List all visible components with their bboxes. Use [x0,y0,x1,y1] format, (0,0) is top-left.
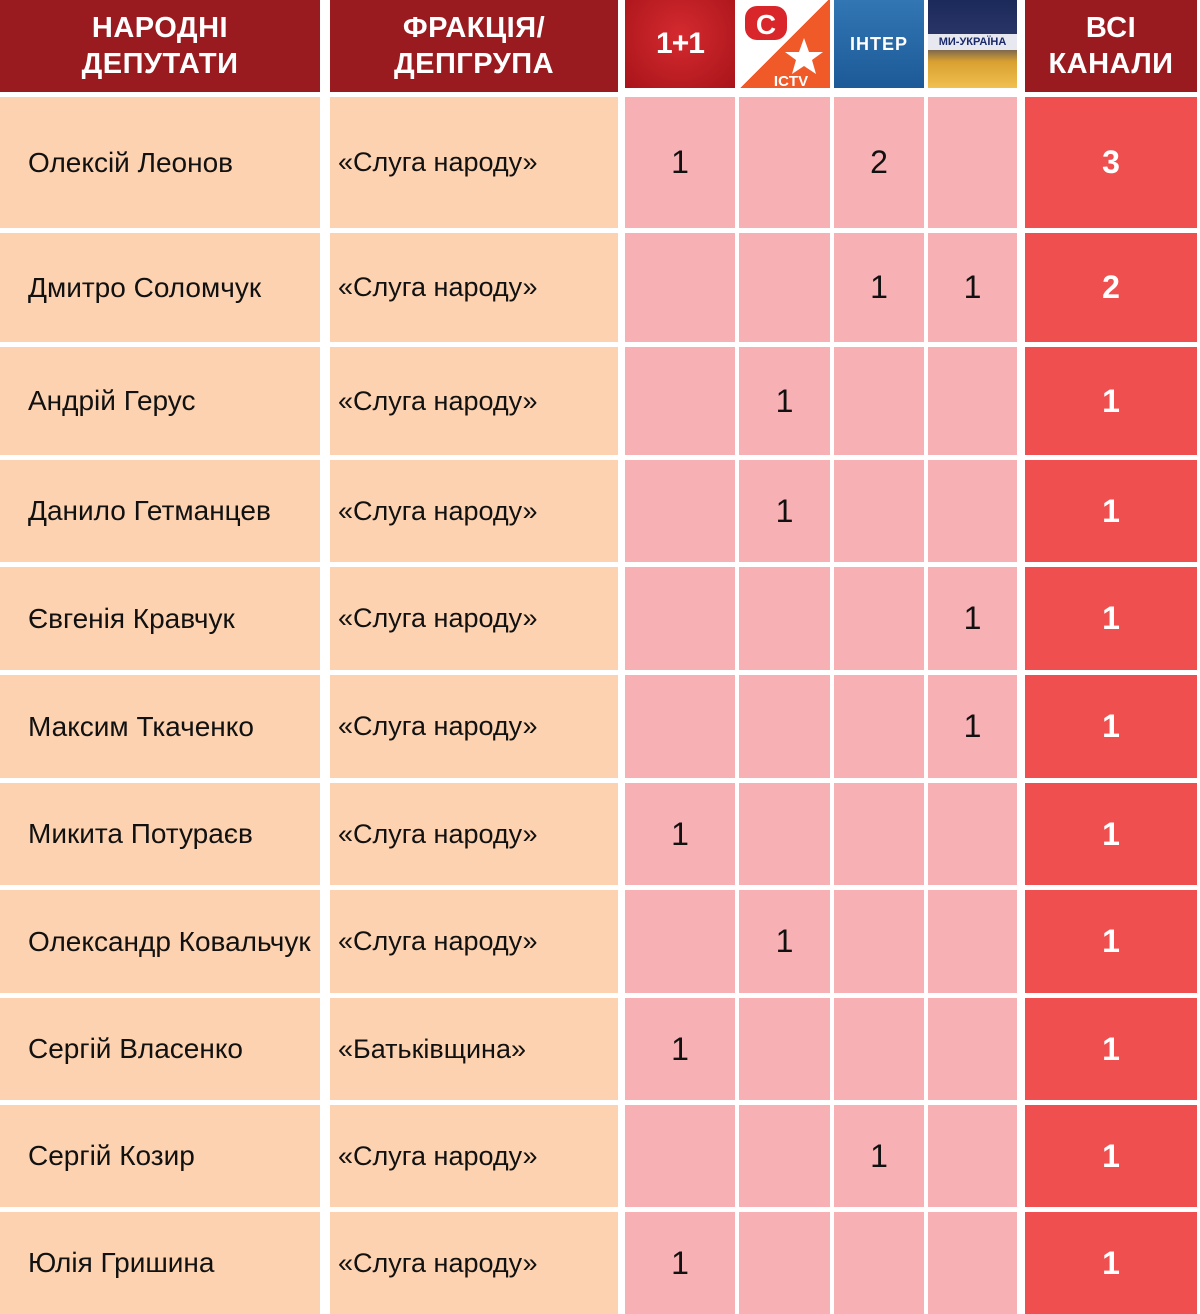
channel-count: 1 [625,783,735,885]
deputy-name: Олександр Ковальчук [0,890,320,993]
channel-count [625,347,735,455]
channel-count: 2 [834,97,924,228]
channel-count [834,347,924,455]
channel-name: 1+1 [656,27,705,60]
deputy-faction: «Слуга народу» [330,1212,618,1314]
deputy-name: Дмитро Соломчук [0,233,320,342]
deputy-name: Сергій Власенко [0,998,320,1100]
channel-count [739,567,830,670]
channel-count [625,567,735,670]
channel-count [834,783,924,885]
header-faction: ФРАКЦІЯ/ ДЕПГРУПА [330,0,618,92]
channel-count [928,783,1017,885]
channel-count [928,890,1017,993]
channel-count [625,460,735,562]
channel-count: 1 [834,1105,924,1207]
channel-count [739,998,830,1100]
channel-count [625,233,735,342]
channel-name: МИ-УКРАЇНА [928,34,1017,50]
deputy-faction: «Слуга народу» [330,347,618,455]
deputy-name: Сергій Козир [0,1105,320,1207]
channel-count [928,460,1017,562]
total-count: 1 [1025,998,1197,1100]
deputy-name: Євгенія Кравчук [0,567,320,670]
total-count: 1 [1025,783,1197,885]
channel-count [928,97,1017,228]
channel-count [739,675,830,778]
channel-count: 1 [625,998,735,1100]
channel-count [739,1105,830,1207]
deputy-faction: «Слуга народу» [330,675,618,778]
total-count: 3 [1025,97,1197,228]
deputy-faction: «Слуга народу» [330,1105,618,1207]
deputy-name: Олексій Леонов [0,97,320,228]
channel-count [739,97,830,228]
total-count: 1 [1025,890,1197,993]
total-count: 1 [1025,1212,1197,1314]
total-count: 1 [1025,1105,1197,1207]
channel-count: 1 [625,97,735,228]
channel-count [834,567,924,670]
header-deputies: НАРОДНІ ДЕПУТАТИ [0,0,320,92]
channel-count [928,347,1017,455]
deputy-faction: «Слуга народу» [330,783,618,885]
deputy-faction: «Батьківщина» [330,998,618,1100]
channel-name: ICTV [774,73,808,88]
total-count: 1 [1025,347,1197,455]
channel-count [834,998,924,1100]
channel-count [928,1105,1017,1207]
deputy-name: Максим Ткаченко [0,675,320,778]
channel-count [834,890,924,993]
svg-text:C: C [756,9,776,40]
channel-name: ІНТЕР [849,33,908,54]
stb-ictv-logo-svg: C ICTV [745,6,823,88]
deputy-name: Данило Гетманцев [0,460,320,562]
deputy-faction: «Слуга народу» [330,460,618,562]
channel-count: 1 [834,233,924,342]
header-total: ВСІ КАНАЛИ [1025,0,1197,92]
channel-count: 1 [928,233,1017,342]
1plus1-logo-icon: 1+1 [625,0,735,88]
total-count: 2 [1025,233,1197,342]
channel-count [625,1105,735,1207]
channel-count: 1 [739,347,830,455]
channel-count [834,1212,924,1314]
total-count: 1 [1025,567,1197,670]
channel-count [739,1212,830,1314]
channel-count [625,890,735,993]
inter-logo-icon: ІНТЕР [834,0,924,88]
deputy-faction: «Слуга народу» [330,890,618,993]
channel-count: 1 [928,675,1017,778]
channel-count [834,460,924,562]
total-count: 1 [1025,460,1197,562]
deputy-name: Юлія Гришина [0,1212,320,1314]
channel-count: 1 [739,890,830,993]
channel-count [739,233,830,342]
channel-count [928,998,1017,1100]
deputy-name: Андрій Герус [0,347,320,455]
deputy-name: Микита Потураєв [0,783,320,885]
channel-count [928,1212,1017,1314]
deputy-faction: «Слуга народу» [330,233,618,342]
channel-count [739,783,830,885]
channel-count [625,675,735,778]
channel-count: 1 [928,567,1017,670]
deputy-faction: «Слуга народу» [330,97,618,228]
my-ukraina-logo-icon: МИ-УКРАЇНА [928,0,1017,88]
channel-count: 1 [625,1212,735,1314]
channel-count: 1 [739,460,830,562]
channel-count [834,675,924,778]
total-count: 1 [1025,675,1197,778]
deputy-faction: «Слуга народу» [330,567,618,670]
stb-ictv-logo-icon: C ICTV [739,0,830,88]
